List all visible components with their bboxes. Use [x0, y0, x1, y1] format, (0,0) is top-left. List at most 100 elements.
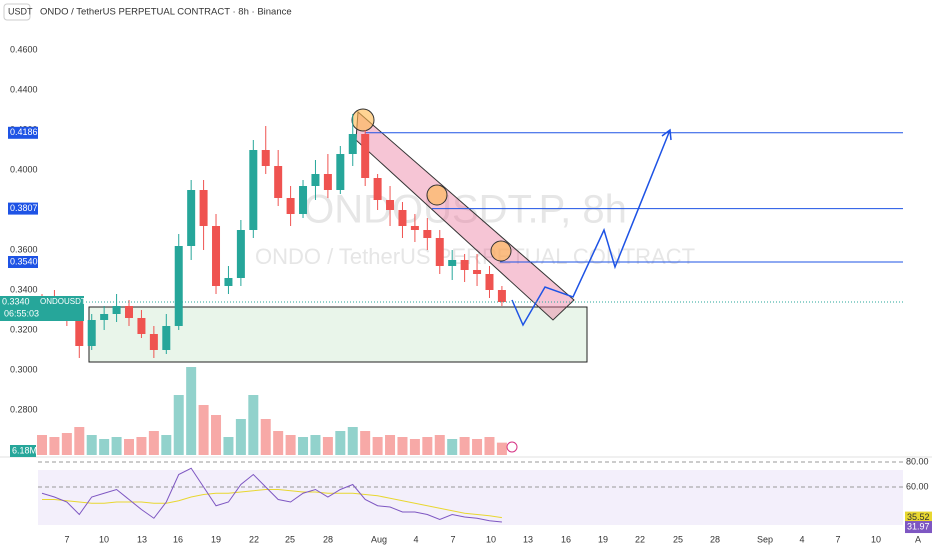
current-badge	[0, 296, 84, 321]
candle-body	[435, 238, 444, 266]
y-tick-label: 0.3600	[10, 244, 38, 254]
x-tick-label: 19	[211, 534, 221, 544]
y-tick-label: 0.4600	[10, 44, 38, 54]
candle-body	[100, 314, 109, 320]
rsi-badge	[905, 521, 932, 534]
projection	[511, 129, 671, 327]
countdown: 06:55:03	[4, 308, 39, 318]
volume-bar	[198, 405, 209, 455]
x-tick-label: 4	[413, 534, 418, 544]
candle-body	[497, 290, 506, 302]
candle-body	[125, 306, 134, 318]
volume-bar	[124, 439, 135, 455]
volume-bar	[434, 435, 445, 455]
x-tick-label: 22	[635, 534, 645, 544]
volume-bar	[472, 439, 483, 455]
candle-body	[224, 278, 233, 286]
candle-body	[311, 174, 320, 186]
x-tick-label: 25	[285, 534, 295, 544]
volume-bar	[136, 437, 147, 455]
y-tick-label: 0.4000	[10, 164, 38, 174]
x-tick-label: 19	[598, 534, 608, 544]
candle-body	[149, 334, 158, 350]
current-label: 0.3340	[2, 296, 30, 306]
currency-box[interactable]	[3, 3, 31, 21]
channel	[355, 110, 575, 321]
x-tick-label: 25	[673, 534, 683, 544]
volume-bar	[360, 431, 371, 455]
x-tick-label: 16	[173, 534, 183, 544]
marker	[490, 240, 512, 262]
header-title: ONDO / TetherUS PERPETUAL CONTRACT · 8h …	[40, 7, 292, 18]
volume-bar	[248, 395, 259, 455]
x-tick-label: 28	[323, 534, 333, 544]
x-tick-label: 4	[799, 534, 804, 544]
currency: USDT	[8, 6, 33, 16]
x-tick-label: Aug	[371, 534, 387, 544]
current-symbol: ONDOUSDT.P	[40, 297, 92, 306]
candle-body	[75, 320, 84, 346]
rsi-ma-label: 35.52	[907, 512, 930, 522]
level-badge	[8, 202, 38, 215]
rsi-ma-line	[42, 489, 502, 519]
candle-body	[410, 226, 419, 230]
candle-body	[460, 260, 469, 270]
candle-body	[87, 320, 96, 346]
volume-bar	[372, 437, 383, 455]
candle-body	[348, 134, 357, 154]
x-tick-label: 22	[249, 534, 259, 544]
volume-bar	[86, 435, 97, 455]
volume-bar	[322, 437, 333, 455]
candle-body	[473, 270, 482, 274]
volume-bar	[49, 437, 60, 455]
candle-body	[261, 150, 270, 166]
level-badge	[8, 126, 38, 139]
rsi-label: 31.97	[907, 521, 930, 531]
x-tick-label: 10	[486, 534, 496, 544]
candle-body	[423, 230, 432, 238]
arrow-head	[661, 128, 672, 141]
x-tick-label: 13	[523, 534, 533, 544]
candle-body	[373, 178, 382, 200]
level-badge	[8, 256, 38, 268]
volume-bar	[211, 415, 222, 455]
watermark-symbol: ONDOUSDT.P, 8h	[303, 188, 627, 232]
volume-bar	[74, 427, 85, 455]
volume-bar	[260, 419, 271, 455]
volume-bar	[235, 419, 246, 455]
watermark-name: ONDO / TetherUS PERPETUAL CONTRACT	[255, 244, 695, 269]
candle-body	[448, 260, 457, 266]
candle-body	[236, 230, 245, 278]
y-tick-label: 0.3200	[10, 324, 38, 334]
x-tick-label: 7	[64, 534, 69, 544]
candle-body	[361, 134, 370, 178]
candle-body	[112, 306, 121, 314]
volume-bar	[61, 433, 72, 455]
candle-body	[174, 246, 183, 326]
alert-icon[interactable]	[506, 441, 518, 453]
candle-body	[386, 200, 395, 210]
volume-bar	[148, 431, 159, 455]
volume-bar	[37, 435, 47, 455]
candle-body	[212, 226, 221, 286]
candle-body	[249, 150, 258, 230]
auto-scale[interactable]: A	[915, 534, 921, 544]
volume-bar	[161, 435, 172, 455]
volume-bar	[285, 435, 296, 455]
candle-body	[199, 190, 208, 226]
volume-bar	[111, 437, 122, 455]
volume-bar	[422, 437, 433, 455]
rsi-tick-label: 80.00	[906, 456, 929, 466]
x-tick-label: 16	[561, 534, 571, 544]
level-label: 0.3807	[10, 203, 38, 213]
volume-badge	[10, 445, 36, 457]
x-tick-label: 7	[450, 534, 455, 544]
candle-body	[398, 210, 407, 226]
x-tick-label: 28	[710, 534, 720, 544]
candle-body	[286, 198, 295, 214]
level-label: 0.4186	[10, 127, 38, 137]
volume-bar	[99, 439, 110, 455]
volume-bar	[385, 435, 396, 455]
level-label: 0.3540	[10, 256, 38, 266]
